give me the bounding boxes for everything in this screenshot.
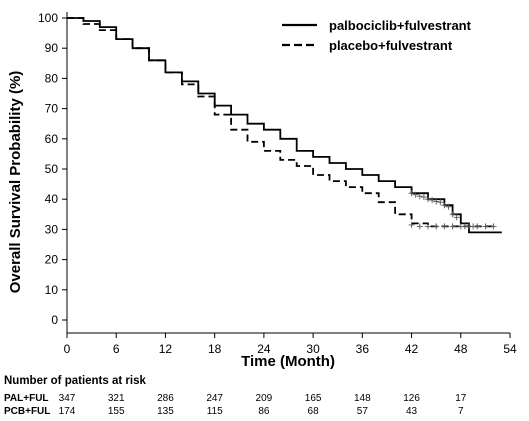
censor-mark-s2-5: [449, 223, 456, 230]
censor-mark-s1-7: [437, 199, 444, 206]
risk-table-title: Number of patients at risk: [4, 375, 146, 387]
censor-mark-s1-10: [449, 211, 456, 218]
censor-mark-s1-6: [433, 198, 440, 205]
censor-mark-s2-3: [433, 223, 440, 230]
censor-mark-s2-2: [425, 223, 431, 230]
censor-mark-s2-6: [457, 223, 464, 230]
x-tick-label-4: 24: [257, 342, 271, 356]
risk-value-r2-4: 86: [258, 406, 270, 417]
x-tick-label-5: 30: [306, 342, 320, 356]
censor-mark-s1-3: [420, 194, 427, 201]
risk-value-r1-3: 247: [206, 393, 223, 404]
x-tick-label-1: 6: [113, 342, 120, 356]
censor-mark-s1-1: [412, 191, 419, 198]
legend: palbociclib+fulvestrant placebo+fulvestr…: [282, 18, 472, 53]
censor-mark-s1-9: [445, 203, 452, 210]
censor-marks: [408, 190, 497, 230]
series-line-2: [67, 17, 494, 228]
y-axis-title: Overall Survival Probability (%): [7, 71, 24, 294]
risk-value-r1-0: 347: [59, 393, 76, 404]
censor-mark-s1-4: [425, 196, 431, 203]
risk-value-r1-2: 286: [157, 393, 174, 404]
legend-label-series-2: placebo+fulvestrant: [329, 38, 453, 53]
y-tick-label-3: 30: [45, 222, 59, 236]
risk-row-label-1: PAL+FUL: [4, 393, 49, 404]
risk-value-r2-6: 57: [357, 406, 369, 417]
censor-mark-s2-4: [441, 223, 448, 230]
risk-value-r2-0: 174: [59, 406, 76, 417]
censor-mark-s1-11: [453, 214, 460, 221]
risk-value-r2-1: 155: [108, 406, 125, 417]
x-tick-label-0: 0: [64, 342, 71, 356]
risk-table-values: 347 321 286 247 209 165 148 126 17 174 155 135 115 86…: [59, 393, 467, 417]
risk-value-r1-1: 321: [108, 393, 125, 404]
y-tick-label-8: 80: [45, 71, 59, 85]
risk-value-r2-8: 7: [458, 406, 464, 417]
censor-mark-s2-8: [474, 223, 481, 230]
y-tick-label-2: 20: [45, 253, 59, 267]
x-tick-label-3: 18: [208, 342, 222, 356]
risk-row-label-2: PCB+FUL: [4, 406, 50, 417]
y-tick-label-0: 0: [51, 313, 58, 327]
censor-mark-s1-0: [408, 190, 415, 197]
legend-label-series-1: palbociclib+fulvestrant: [329, 18, 472, 33]
censor-mark-s1-8: [441, 202, 448, 209]
risk-value-r1-7: 126: [403, 393, 420, 404]
risk-value-r1-4: 209: [256, 393, 273, 404]
y-tick-label-6: 60: [45, 132, 59, 146]
x-tick-label-7: 42: [405, 342, 419, 356]
x-tick-label-2: 12: [159, 342, 173, 356]
y-tick-label-1: 10: [45, 283, 59, 297]
censor-mark-s2-10: [490, 223, 497, 230]
y-tick-label-9: 90: [45, 41, 59, 55]
axis-ticks: 0 6 12 18 24 30 36 42 48 54 0 10 20 30 40 50 60 70 80 90 100: [38, 11, 517, 356]
risk-table: Number of patients at risk PAL+FUL PCB+F…: [4, 375, 467, 417]
risk-value-r1-8: 17: [455, 393, 467, 404]
risk-value-r2-5: 68: [308, 406, 320, 417]
y-tick-label-5: 50: [45, 162, 59, 176]
y-tick-label-7: 70: [45, 102, 59, 116]
censor-mark-s2-9: [482, 223, 489, 230]
censor-mark-s2-1: [416, 223, 423, 230]
risk-value-r1-6: 148: [354, 393, 371, 404]
risk-value-r2-7: 43: [406, 406, 418, 417]
y-tick-label-4: 40: [45, 192, 59, 206]
y-tick-label-10: 100: [38, 11, 58, 25]
censor-mark-s2-7: [466, 223, 472, 230]
risk-value-r1-5: 165: [305, 393, 322, 404]
censor-mark-s1-2: [416, 193, 423, 200]
risk-value-r2-3: 115: [207, 406, 223, 417]
x-axis-title: Time (Month): [241, 353, 335, 370]
risk-value-r2-2: 135: [157, 406, 174, 417]
censor-mark-s1-5: [429, 197, 436, 204]
censor-mark-s2-0: [408, 221, 415, 228]
x-tick-label-9: 54: [503, 342, 517, 356]
x-tick-label-8: 48: [454, 342, 468, 356]
x-tick-label-6: 36: [356, 342, 370, 356]
